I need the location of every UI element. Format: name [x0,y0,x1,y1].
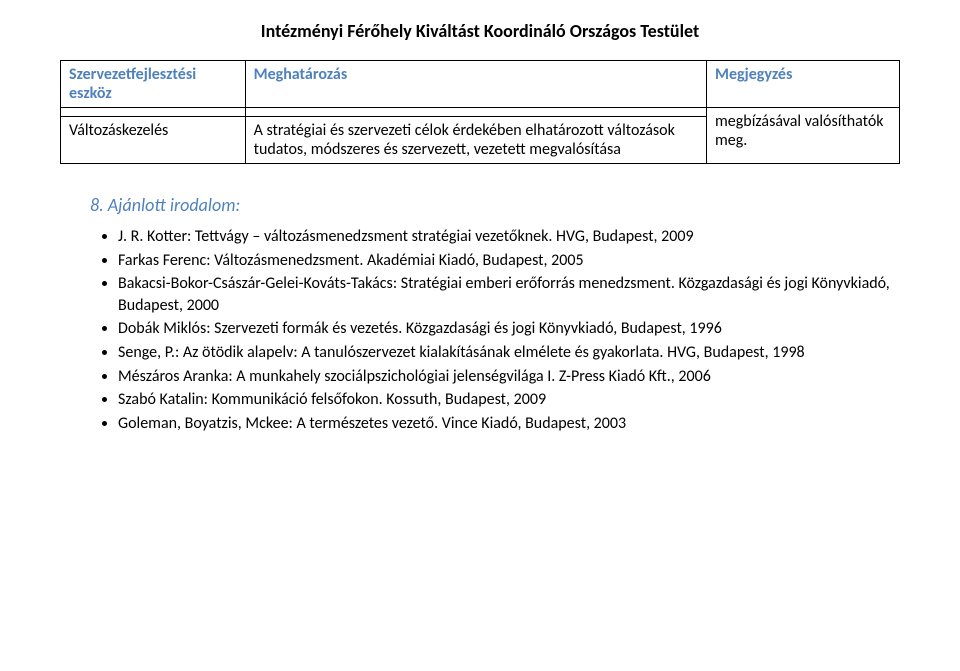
section-title: Ajánlott irodalom: [108,194,241,216]
page-container: Intézményi Férőhely Kiváltást Koordináló… [0,0,960,434]
list-item: Mészáros Aranka: A munkahely szociálpszi… [118,366,900,388]
col-header-note: Megjegyzés [707,61,900,108]
table-row: megbízásával valósíthatók meg. [61,108,900,117]
cell-tool [61,108,246,117]
list-item: Szabó Katalin: Kommunikáció felsőfokon. … [118,389,900,411]
section-number: 8. [90,194,104,216]
cell-note: megbízásával valósíthatók meg. [707,108,900,164]
reference-list: J. R. Kotter: Tettvágy – változásmenedzs… [90,226,900,434]
cell-definition: A stratégiai és szervezeti célok érdekéb… [245,117,706,164]
table-header-row: Szervezetfejlesztési eszköz Meghatározás… [61,61,900,108]
col-header-tool: Szervezetfejlesztési eszköz [61,61,246,108]
col-header-definition: Meghatározás [245,61,706,108]
list-item: Senge, P.: Az ötödik alapelv: A tanulósz… [118,342,900,364]
page-title: Intézményi Férőhely Kiváltást Koordináló… [60,20,900,42]
definitions-table: Szervezetfejlesztési eszköz Meghatározás… [60,60,900,164]
cell-tool: Változáskezelés [61,117,246,164]
list-item: Farkas Ferenc: Változásmenedzsment. Akad… [118,250,900,272]
section-heading: 8. Ajánlott irodalom: [90,194,900,216]
list-item: Goleman, Boyatzis, Mckee: A természetes … [118,413,900,435]
list-item: Dobák Miklós: Szervezeti formák és vezet… [118,318,900,340]
list-item: Bakacsi-Bokor-Császár-Gelei-Kováts-Takác… [118,273,900,316]
cell-definition [245,108,706,117]
list-item: J. R. Kotter: Tettvágy – változásmenedzs… [118,226,900,248]
